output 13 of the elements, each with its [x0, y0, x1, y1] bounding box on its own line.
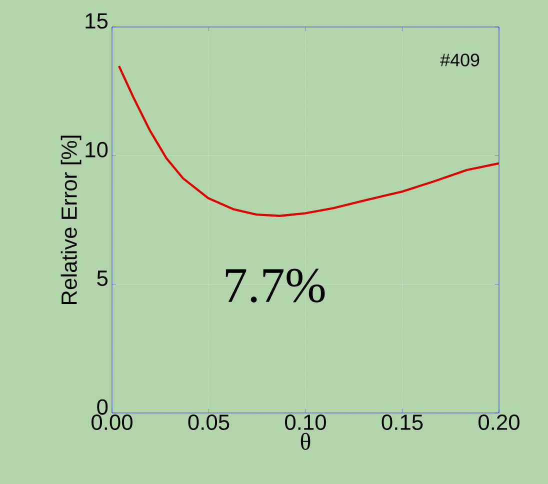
annotation: 7.7% [226, 268, 325, 303]
y-tick-label: 10 [86, 142, 108, 158]
annotation: #409 [440, 54, 480, 66]
y-tick-label: 15 [86, 13, 108, 29]
y-axis-title: Relative Error [%] [60, 136, 82, 304]
x-axis-title: θ [300, 432, 310, 450]
y-tick-label: 0 [97, 399, 108, 415]
x-tick-label: 0.15 [382, 414, 423, 430]
x-tick-label: 0.10 [285, 414, 326, 430]
x-tick-label: 0.20 [478, 414, 520, 430]
x-tick-label: 0.00 [92, 414, 132, 430]
x-tick-label: 0.05 [188, 414, 230, 430]
y-tick-label: 5 [97, 270, 108, 286]
